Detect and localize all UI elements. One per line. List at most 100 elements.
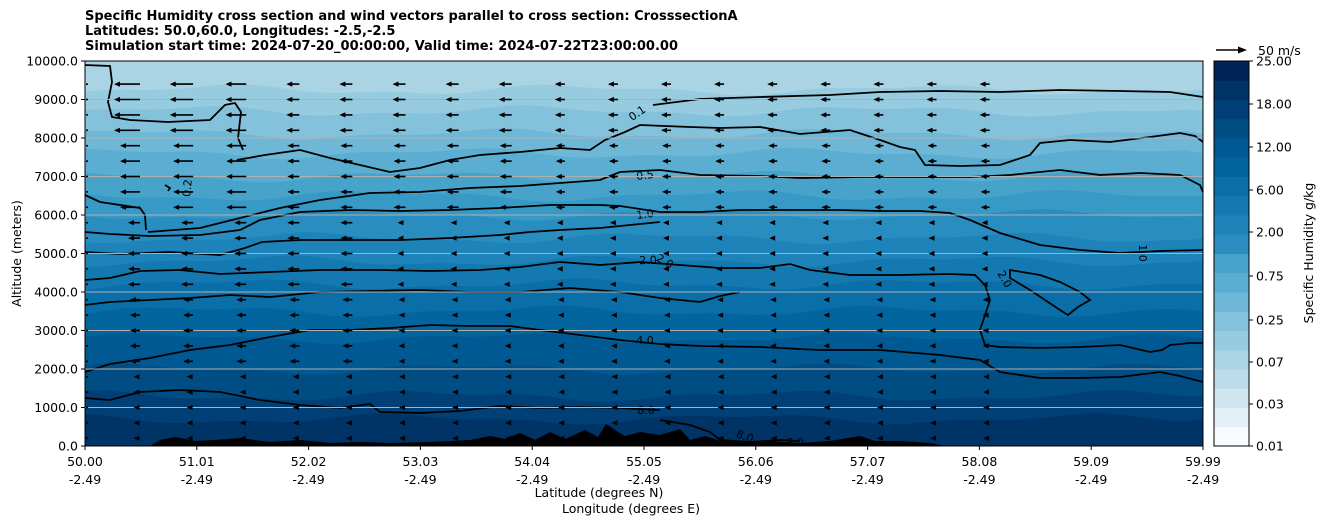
wind-arrow (452, 389, 459, 395)
wind-arrow (770, 404, 777, 411)
wind-arrow (445, 81, 459, 87)
wind-arrow (664, 435, 671, 441)
wind-arrow (114, 127, 140, 133)
wind-arrow (505, 374, 512, 380)
wind-arrow (980, 158, 990, 164)
wind-arrow (345, 435, 352, 441)
x-axis-label-lon: Longitude (degrees E) (562, 501, 700, 516)
colorbar-segment (1214, 253, 1249, 274)
wind-arrow (342, 297, 353, 303)
wind-arrow (130, 343, 140, 349)
colorbar-segment (1214, 157, 1249, 177)
wind-arrow (982, 312, 989, 318)
wind-arrow (770, 327, 777, 334)
contour-label: 1.0 (636, 207, 655, 222)
wind-arrow (874, 204, 884, 210)
wind-arrow (114, 81, 140, 87)
wind-arrow (821, 143, 831, 149)
wind-arrow (128, 266, 140, 272)
wind-arrow (609, 281, 616, 287)
wind-arrow (183, 297, 194, 303)
wind-arrow (823, 297, 830, 303)
y-tick-label: 4000.0 (34, 285, 78, 300)
wind-arrow (607, 96, 618, 103)
wind-arrow (611, 389, 618, 395)
wind-arrow (715, 189, 725, 195)
wind-dot (86, 206, 88, 209)
wind-arrow (609, 266, 616, 272)
colorbar-segment (1214, 234, 1249, 254)
wind-arrow (876, 420, 883, 426)
wind-arrow (608, 143, 618, 149)
wind-arrow (876, 358, 883, 364)
wind-arrow (716, 281, 723, 287)
wind-arrow (555, 158, 565, 164)
wind-arrow (114, 96, 140, 103)
wind-arrow (498, 127, 512, 133)
wind-arrow (446, 158, 459, 164)
contour-label: 2.0 (639, 254, 657, 268)
wind-arrow (558, 435, 565, 441)
wind-arrow (169, 127, 194, 133)
wind-arrow (556, 266, 563, 272)
wind-arrow (555, 173, 565, 180)
wind-arrow (717, 312, 724, 318)
wind-arrow (928, 235, 935, 241)
wind-arrow (662, 204, 671, 210)
wind-dot (86, 406, 88, 409)
wind-arrow (499, 158, 512, 164)
wind-arrow (499, 204, 512, 210)
wind-arrow (770, 343, 777, 349)
wind-arrow (823, 312, 830, 318)
quiver-key-arrowhead (1238, 46, 1247, 54)
wind-arrow (928, 266, 935, 272)
wind-arrow (875, 220, 882, 226)
wind-arrow (289, 297, 300, 303)
colorbar-tick-label: 25.00 (1256, 54, 1292, 69)
wind-arrow (181, 220, 194, 226)
wind-dot (86, 391, 88, 394)
wind-arrow (981, 250, 988, 257)
wind-arrow (340, 143, 353, 149)
wind-arrow (664, 420, 671, 426)
wind-arrow (717, 435, 724, 441)
wind-arrow (555, 143, 565, 149)
wind-arrow (661, 112, 671, 118)
wind-dot (86, 314, 88, 317)
colorbar-segment (1214, 138, 1249, 158)
wind-arrow (226, 158, 247, 164)
wind-arrow (927, 204, 937, 210)
wind-arrow (342, 358, 353, 364)
wind-arrow (554, 112, 565, 118)
wind-arrow (393, 173, 406, 180)
wind-arrow (451, 297, 458, 303)
wind-arrow (554, 96, 565, 103)
colorbar-segment (1214, 61, 1249, 81)
wind-arrow (664, 327, 670, 334)
wind-arrow (927, 189, 937, 195)
wind-arrow (450, 266, 457, 272)
wind-arrow (120, 143, 140, 149)
terrain-silhouette (150, 424, 945, 446)
contour-line (1009, 268, 1092, 317)
colorbar-tick-label: 18.00 (1256, 97, 1292, 112)
wind-arrow (928, 250, 935, 257)
wind-dot (86, 237, 88, 240)
x-tick-label-lat: 59.99 (1185, 454, 1221, 469)
wind-arrow (821, 189, 831, 195)
wind-arrow (173, 173, 194, 180)
wind-arrow (499, 189, 512, 195)
wind-arrow (873, 112, 884, 118)
wind-arrow (927, 158, 937, 164)
colorbar-tick-label: 6.00 (1256, 183, 1284, 198)
wind-arrow (554, 127, 565, 133)
wind-arrow (979, 112, 990, 118)
colorbar-segment (1214, 407, 1249, 428)
wind-arrow (823, 404, 830, 411)
wind-arrow (610, 358, 617, 364)
wind-arrow (239, 404, 246, 411)
wind-arrow (768, 189, 778, 195)
wind-arrow (239, 374, 246, 380)
wind-arrow (393, 143, 406, 149)
wind-arrow (397, 281, 404, 287)
